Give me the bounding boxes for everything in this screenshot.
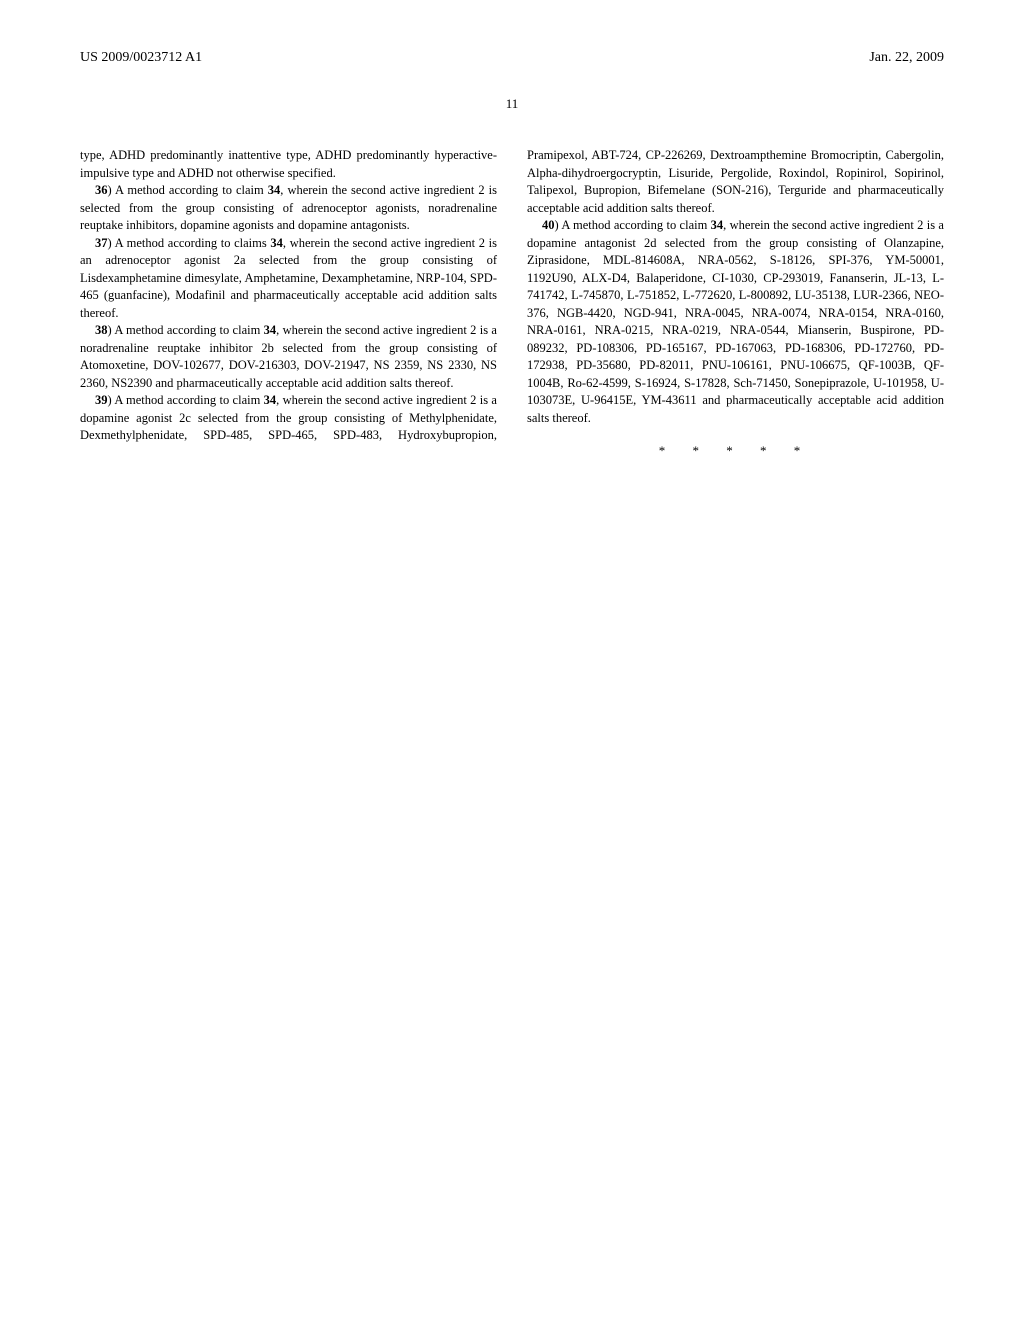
claim-number: 39 bbox=[95, 393, 108, 407]
page-number: 11 bbox=[80, 96, 944, 112]
publication-number: US 2009/0023712 A1 bbox=[80, 50, 202, 66]
claim-text: ) A method according to claim bbox=[555, 218, 711, 232]
claim-37: 37) A method according to claims 34, whe… bbox=[80, 235, 497, 323]
claim-36: 36) A method according to claim 34, wher… bbox=[80, 182, 497, 235]
claim-number: 36 bbox=[95, 183, 108, 197]
claim-text: ) A method according to claim bbox=[108, 393, 264, 407]
claim-number: 37 bbox=[95, 236, 108, 250]
claim-40: 40) A method according to claim 34, wher… bbox=[527, 217, 944, 427]
claim-continuation: type, ADHD predominantly inattentive typ… bbox=[80, 147, 497, 182]
claim-text: ) A method according to claims bbox=[108, 236, 271, 250]
page-header: US 2009/0023712 A1 Jan. 22, 2009 bbox=[80, 50, 944, 66]
claim-continuation: , wherein the second active ingredient 2… bbox=[527, 218, 944, 425]
claim-reference: 34 bbox=[268, 183, 281, 197]
claim-reference: 34 bbox=[711, 218, 724, 232]
page-container: US 2009/0023712 A1 Jan. 22, 2009 11 type… bbox=[0, 0, 1024, 510]
claim-number: 38 bbox=[95, 323, 108, 337]
content-columns: type, ADHD predominantly inattentive typ… bbox=[80, 147, 944, 460]
claim-reference: 34 bbox=[270, 236, 283, 250]
claim-reference: 34 bbox=[264, 323, 277, 337]
claim-text: ) A method according to claim bbox=[108, 323, 264, 337]
claim-38: 38) A method according to claim 34, wher… bbox=[80, 322, 497, 392]
claim-reference: 34 bbox=[264, 393, 277, 407]
claim-number: 40 bbox=[542, 218, 555, 232]
end-marks: * * * * * bbox=[527, 442, 944, 460]
publication-date: Jan. 22, 2009 bbox=[869, 50, 944, 66]
claim-text: ) A method according to claim bbox=[108, 183, 268, 197]
